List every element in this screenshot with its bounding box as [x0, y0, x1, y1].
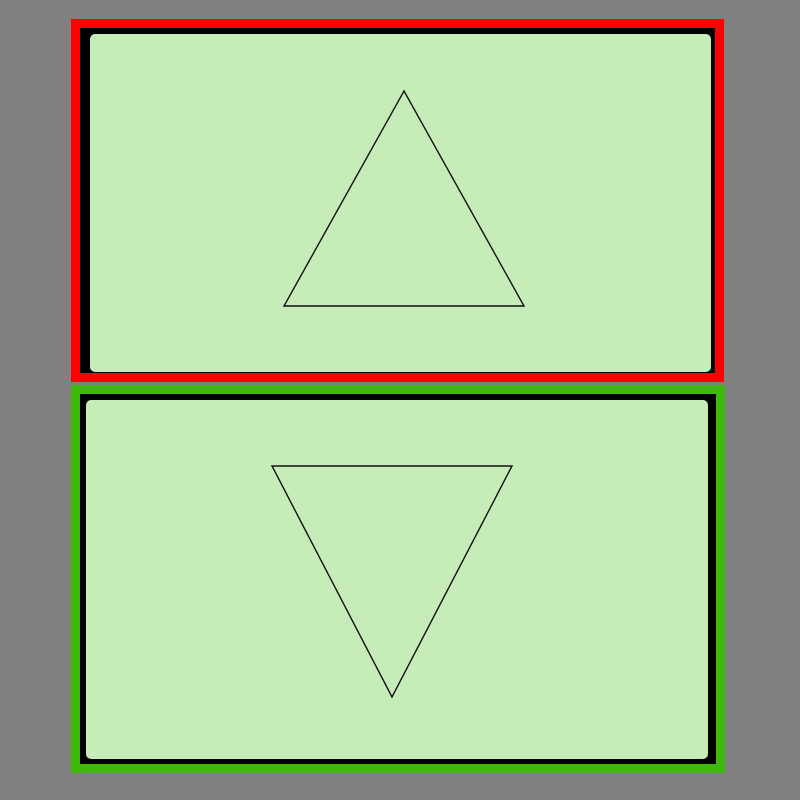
up-triangle-panel-face [90, 34, 711, 372]
down-triangle-panel-face [86, 400, 708, 759]
up-triangle-icon [282, 89, 526, 307]
down-triangle-panel[interactable] [71, 385, 725, 773]
up-triangle-panel[interactable] [71, 19, 724, 382]
down-triangle-icon [270, 465, 514, 699]
